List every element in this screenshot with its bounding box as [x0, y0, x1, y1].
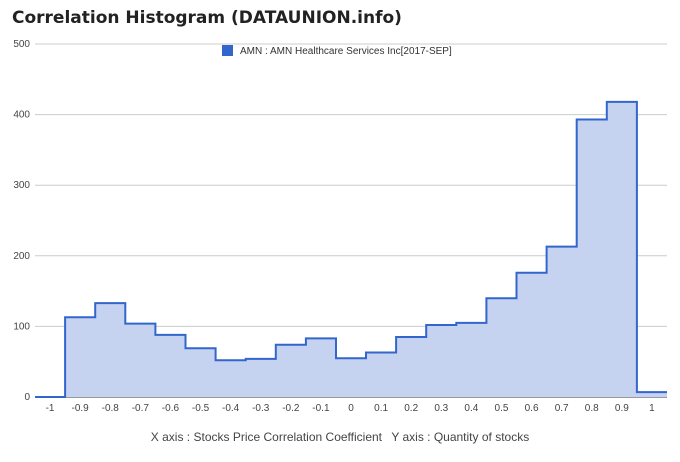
x-tick-label: 0 [348, 403, 354, 414]
y-axis-label: Y axis : Quantity of stocks [391, 430, 530, 444]
x-tick-label: -0.8 [102, 403, 120, 414]
y-tick-label: 300 [13, 180, 30, 191]
chart-title: Correlation Histogram (DATAUNION.info) [12, 8, 402, 28]
x-axis-label: X axis : Stocks Price Correlation Coeffi… [150, 430, 383, 444]
y-tick-label: 0 [24, 392, 30, 403]
x-tick-label: 0.2 [404, 403, 418, 414]
x-tick-label: -1 [46, 403, 55, 414]
x-tick-label: -0.5 [192, 403, 210, 414]
histogram-bin [396, 337, 426, 397]
x-tick-label: -0.9 [72, 403, 90, 414]
x-tick-label: -0.4 [222, 403, 240, 414]
x-tick-label: 0.4 [464, 403, 478, 414]
histogram-bin [155, 335, 185, 397]
x-tick-label: -0.7 [132, 403, 150, 414]
histogram-bin [125, 324, 155, 397]
x-tick-label: -0.1 [312, 403, 330, 414]
histogram-bin [65, 317, 95, 397]
y-tick-label: 100 [13, 321, 30, 332]
legend-swatch [222, 45, 233, 56]
x-tick-label: 0.5 [495, 403, 509, 414]
x-tick-label: 0.7 [555, 403, 569, 414]
histogram-bin [577, 120, 607, 397]
x-tick-label: -0.3 [252, 403, 270, 414]
x-tick-label: -0.2 [282, 403, 300, 414]
x-tick-label: 0.9 [615, 403, 629, 414]
histogram-bin [95, 303, 125, 397]
x-tick-label: 0.1 [374, 403, 388, 414]
legend-label: AMN : AMN Healthcare Services Inc[2017-S… [240, 46, 452, 57]
histogram-bin [547, 247, 577, 397]
histogram-bin [366, 353, 396, 397]
histogram-step-line [35, 100, 667, 398]
x-tick-label: 0.8 [585, 403, 599, 414]
axis-caption: X axis : Stocks Price Correlation Coeffi… [0, 430, 680, 444]
x-tick-label: 0.3 [434, 403, 448, 414]
histogram-bin [517, 273, 547, 397]
x-tick-label: 0.6 [525, 403, 539, 414]
histogram-bin [306, 338, 336, 397]
histogram-bin [486, 298, 516, 397]
histogram-bin [456, 323, 486, 397]
y-tick-label: 400 [13, 110, 30, 121]
histogram-bin [336, 358, 366, 397]
y-tick-label: 200 [13, 251, 30, 262]
histogram-bin [216, 360, 246, 397]
histogram-bin [426, 325, 456, 397]
histogram-bin [276, 345, 306, 397]
histogram-bin [637, 392, 667, 397]
x-tick-label: 1 [649, 403, 655, 414]
histogram-bin [185, 348, 215, 397]
histogram-bin [607, 102, 637, 397]
histogram-bin [246, 359, 276, 397]
histogram-area-fill [35, 101, 667, 398]
y-tick-label: 500 [13, 39, 30, 50]
x-tick-label: -0.6 [162, 403, 180, 414]
